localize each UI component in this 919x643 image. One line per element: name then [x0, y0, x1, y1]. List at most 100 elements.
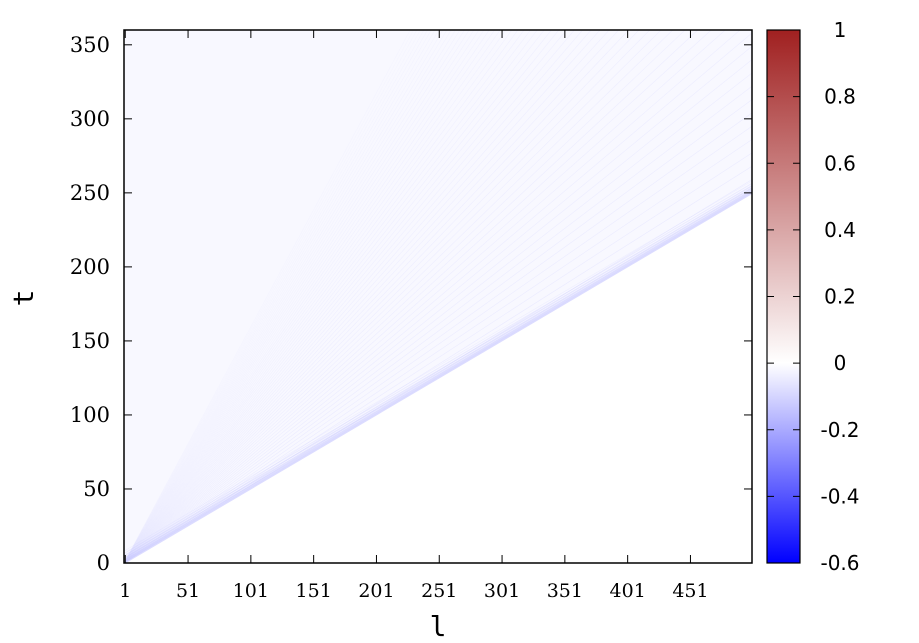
cone-fringe — [124, 30, 662, 563]
cone-fringe — [124, 59, 752, 563]
cone-fringe — [124, 179, 752, 563]
cone-fringe — [124, 30, 436, 563]
cone-fringe — [124, 30, 440, 563]
colorbar-tick-label: 1 — [834, 18, 847, 42]
colorbar-tick-label: -0.6 — [820, 551, 859, 575]
cone-fringe — [124, 30, 428, 563]
cone-fringe — [124, 30, 567, 563]
y-tick-label: 50 — [83, 477, 110, 501]
x-axis-title: l — [430, 610, 447, 643]
cone-fringe — [124, 30, 538, 563]
cone-fringe — [124, 112, 752, 563]
cone-fringe — [124, 30, 610, 563]
cone-fringe — [124, 125, 752, 563]
cone-fringe — [124, 139, 752, 563]
cone-fringe — [124, 30, 421, 563]
colorbar-tick-label: 0 — [834, 351, 847, 375]
cone-fringe — [124, 30, 465, 563]
cone-fringe — [124, 30, 726, 563]
cone-fringe — [124, 30, 507, 563]
heatmap-cells — [124, 30, 752, 563]
cone-fringe — [124, 30, 519, 563]
cone-fringe — [124, 30, 619, 563]
cone-fringe — [124, 152, 752, 563]
wavefront-band — [124, 182, 752, 554]
wavefront-band — [124, 189, 752, 562]
cone-fringe — [124, 30, 461, 563]
y-axis: 0 50 100 150 200 250 300 350 — [70, 33, 752, 575]
cone-fringe — [124, 30, 650, 563]
colorbar-tick-label: 0.6 — [824, 151, 856, 175]
y-tick-label: 100 — [70, 403, 110, 427]
colorbar-tick-label: -0.4 — [820, 484, 859, 508]
cone-fringe — [124, 30, 531, 563]
cone-fringe — [124, 30, 673, 563]
cone-fringe — [124, 99, 752, 563]
cone-fringe — [124, 30, 448, 563]
cone-fringe — [124, 30, 640, 563]
y-axis-title: t — [7, 290, 40, 307]
colorbar-tick-label: 0.8 — [824, 85, 856, 109]
cone-fringe — [124, 46, 752, 563]
cone-fringe — [124, 30, 418, 563]
cone-fringe — [124, 30, 444, 563]
y-tick-label: 0 — [97, 551, 110, 575]
cone-fringe — [124, 30, 741, 563]
cone-fringe — [124, 30, 601, 563]
cone-fringe — [124, 30, 490, 563]
cone-fringe — [124, 30, 686, 563]
x-tick-label: 101 — [233, 580, 269, 602]
cone-fringe — [124, 165, 752, 563]
cone-fringe — [124, 30, 583, 563]
cone-fringe — [124, 30, 475, 563]
x-tick-label: 451 — [672, 580, 708, 602]
colorbar-tick-label: -0.2 — [820, 418, 859, 442]
cone-fringe — [124, 30, 432, 563]
cone-fringe — [124, 72, 752, 563]
y-tick-label: 200 — [70, 255, 110, 279]
cone-fringe — [124, 30, 452, 563]
x-tick-label: 301 — [484, 580, 520, 602]
cone-fringe — [124, 30, 485, 563]
cone-fringe — [124, 30, 480, 563]
cone-fringe — [124, 30, 629, 563]
cone-fringe — [124, 30, 552, 563]
wavefront-band — [124, 187, 752, 559]
x-tick-label: 201 — [358, 580, 394, 602]
cone-fringe — [124, 30, 456, 563]
x-tick-label: 51 — [176, 580, 200, 602]
cone-fringe — [124, 30, 495, 563]
cone-fringe — [124, 30, 545, 563]
cone-fringe — [124, 30, 712, 563]
y-tick-label: 350 — [70, 33, 110, 57]
cone-fringe — [124, 30, 425, 563]
y-tick-label: 300 — [70, 107, 110, 131]
cone-interior — [124, 30, 752, 563]
colorbar-tick-label: 0.4 — [824, 218, 856, 242]
cone-fringe — [124, 30, 501, 563]
x-tick-label: 151 — [296, 580, 332, 602]
wavefront-band — [124, 180, 752, 552]
cone-fringe — [124, 32, 752, 563]
cone-fringe — [124, 86, 752, 563]
y-tick-label: 250 — [70, 181, 110, 205]
x-tick-label: 251 — [421, 580, 457, 602]
x-tick-label: 401 — [610, 580, 646, 602]
cone-fringe — [124, 30, 525, 563]
x-tick-label: 351 — [547, 580, 583, 602]
cone-fringe — [124, 30, 699, 563]
wavefront-band — [124, 191, 752, 563]
cone-fringe — [124, 30, 411, 563]
cone-fringe — [124, 30, 470, 563]
colorbar-tick-label: 0.2 — [824, 285, 856, 309]
cone-fringe — [124, 30, 560, 563]
cone-fringe — [124, 30, 513, 563]
cone-fringe — [124, 30, 592, 563]
x-axis: 1 51 101 151 201 251 301 351 401 451 — [119, 30, 709, 602]
cone-fringe — [124, 30, 575, 563]
cone-fringe — [124, 30, 414, 563]
colorbar-ticks: 1 0.8 0.6 0.4 0.2 0 -0.2 -0.4 -0.6 — [767, 18, 860, 575]
wavefront-band — [124, 185, 752, 557]
